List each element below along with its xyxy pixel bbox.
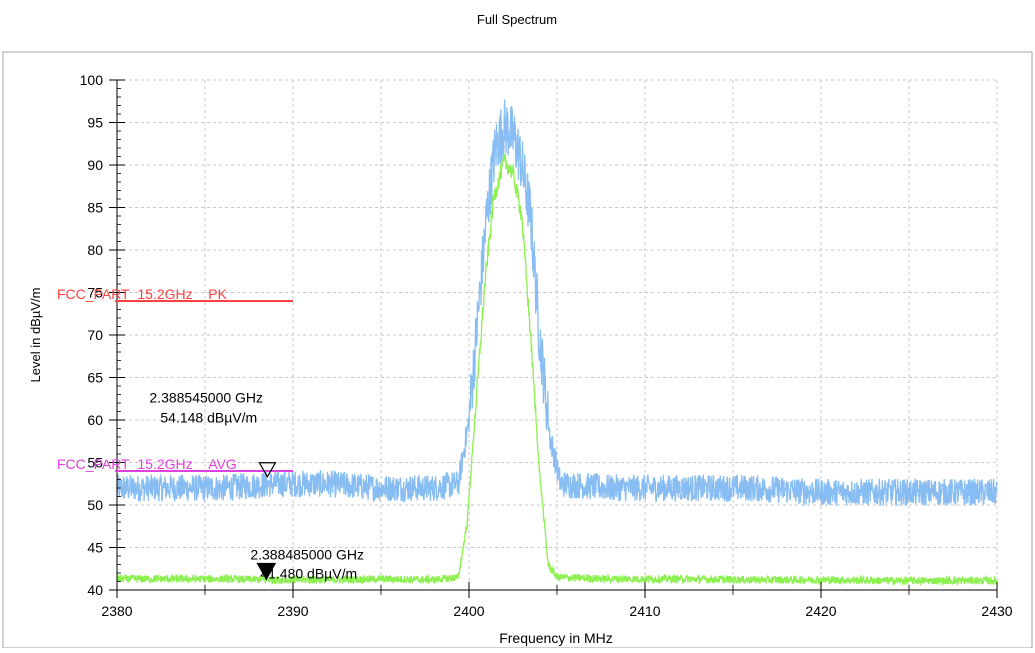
data-point <box>749 487 752 489</box>
x-tick-label: 2380 <box>101 603 132 619</box>
y-tick-label: 70 <box>87 327 103 343</box>
limit-line-1: FCC_PART_15.2GHz__AVG_ <box>57 456 293 472</box>
data-point <box>521 215 523 217</box>
data-point <box>512 172 514 175</box>
marker-triangle-icon <box>256 562 277 581</box>
marker-triangle-icon <box>258 462 277 478</box>
data-point <box>457 576 460 579</box>
y-tick-label: 60 <box>87 412 103 428</box>
limit-line-label: FCC_PART_15.2GHz__AVG_ <box>57 456 245 472</box>
grid <box>116 79 998 591</box>
data-point <box>549 436 551 438</box>
data-point <box>820 579 822 581</box>
data-point <box>508 130 511 132</box>
y-tick-label: 65 <box>87 370 103 386</box>
data-point <box>484 283 486 285</box>
x-tick-label: 2430 <box>981 603 1012 619</box>
y-tick-label: 75 <box>87 285 103 301</box>
marker-freq-label: 2.388485000 GHz <box>250 546 364 562</box>
y-tick-label: 50 <box>87 497 103 513</box>
data-point <box>485 215 488 217</box>
data-point <box>547 563 549 566</box>
data-point <box>327 482 330 485</box>
y-tick-label: 100 <box>80 72 104 88</box>
data-point <box>679 578 681 580</box>
data-point <box>221 487 224 489</box>
data-point <box>468 419 470 421</box>
data-point <box>749 579 752 581</box>
data-point <box>529 334 532 336</box>
data-point <box>494 147 497 149</box>
data-point <box>274 579 277 581</box>
y-tick-label: 55 <box>87 455 103 471</box>
data-point <box>890 491 893 494</box>
x-tick-label: 2420 <box>805 603 836 619</box>
data-point <box>169 578 171 580</box>
data-point <box>996 491 998 494</box>
y-tick-label: 90 <box>87 157 103 173</box>
axes: 40 45 50 55 60 65 70 75 80 85 90 95 100 2380 2390 2400 2… <box>80 72 1013 619</box>
marker-1: 2.388485000 GHz 41.480 dBµV/m <box>250 546 364 581</box>
data-point <box>503 125 506 128</box>
data-point <box>609 487 611 489</box>
data-point <box>380 487 382 489</box>
limit-lines: FCC_PART_15.2GHz__PK_ FCC_PART_15.2GHz__A… <box>57 286 293 472</box>
marker-level-label: 54.148 dBµV/m <box>160 410 257 426</box>
x-axis-label: Frequency in MHz <box>499 630 613 646</box>
marker-0: 2.388545000 GHz 54.148 dBµV/m <box>149 390 277 478</box>
x-tick-label: 2390 <box>277 603 308 619</box>
data-point <box>475 402 477 404</box>
data-point <box>521 164 523 166</box>
y-tick-label: 80 <box>87 242 103 258</box>
y-tick-label: 40 <box>87 582 103 598</box>
data-point <box>433 579 435 581</box>
x-tick-label: 2410 <box>629 603 660 619</box>
data-point <box>529 215 532 217</box>
data-point <box>890 579 893 582</box>
x-tick-label: 2400 <box>453 603 484 619</box>
y-tick-label: 85 <box>87 200 103 216</box>
data-point <box>556 576 558 579</box>
data-point <box>679 487 681 489</box>
data-point <box>380 578 382 580</box>
data-point <box>169 487 171 489</box>
data-point <box>820 491 822 494</box>
data-point <box>996 579 998 582</box>
data-point <box>538 334 541 336</box>
data-point <box>274 482 277 485</box>
data-point <box>559 482 562 485</box>
data-point <box>221 578 224 580</box>
limit-line-0: FCC_PART_15.2GHz__PK_ <box>57 286 293 302</box>
data-point <box>433 487 435 489</box>
data-point <box>457 482 460 485</box>
marker-level-label: 41.480 dBµV/m <box>260 565 357 581</box>
chart-title: Full Spectrum <box>477 12 557 27</box>
series-trace <box>116 99 998 507</box>
data-point <box>492 198 495 200</box>
markers: 2.388545000 GHz 54.148 dBµV/m 2.388485000 … <box>149 390 364 582</box>
data-point <box>961 491 963 494</box>
y-axis-label: Level in dBµV/m <box>28 288 43 383</box>
data-point <box>513 138 516 141</box>
data-point <box>466 521 469 523</box>
y-tick-label: 95 <box>87 115 103 131</box>
data-point <box>503 159 506 162</box>
data-point <box>477 317 479 319</box>
data-point <box>609 578 611 580</box>
data-point <box>327 579 330 581</box>
y-tick-label: 45 <box>87 540 103 556</box>
marker-freq-label: 2.388545000 GHz <box>149 390 263 406</box>
data-point <box>538 470 541 472</box>
data-point <box>961 579 963 582</box>
limit-line-label: FCC_PART_15.2GHz__PK_ <box>57 286 235 302</box>
